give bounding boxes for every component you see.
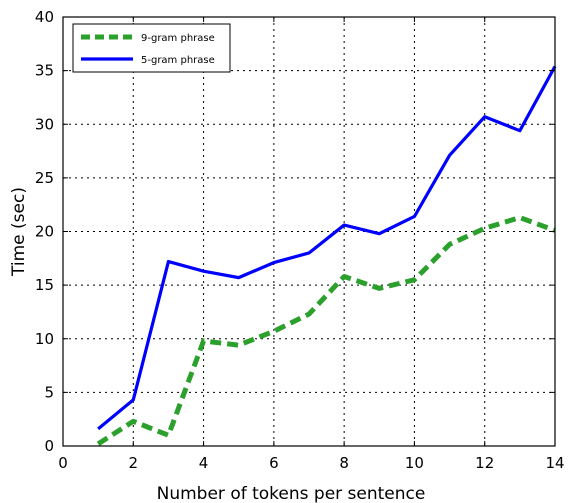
legend-label-5-gram: 5-gram phrase [141,55,215,66]
y-tick-label: 5 [44,383,54,401]
x-tick-label: 2 [129,454,139,472]
y-tick-label: 35 [35,62,54,80]
series-lines [96,65,557,446]
y-tick-label: 25 [35,169,54,187]
x-axis-title: Number of tokens per sentence [157,484,426,503]
legend-box [72,23,231,73]
x-tick-label: 0 [58,454,68,472]
y-tick-label: 15 [35,276,54,294]
y-tick-label: 10 [35,330,54,348]
x-tick-label: 14 [545,454,564,472]
y-tick-label: 20 [35,223,54,241]
y-tick-label: 30 [35,115,54,133]
x-tick-label: 12 [475,454,494,472]
series-line-5-gram [97,65,557,431]
axis-ticks: 0 2 4 6 8 10 12 14 0 5 10 15 20 25 30 35 40 [35,8,565,472]
legend-label-9-gram: 9-gram phrase [141,33,215,44]
x-tick-label: 4 [199,454,209,472]
grid [63,17,555,446]
y-tick-label: 0 [44,437,54,455]
legend: 9-gram phrase 5-gram phrase [72,23,231,73]
series-line-9-gram [96,215,556,446]
y-tick-label: 40 [35,8,54,26]
x-tick-label: 6 [269,454,279,472]
x-tick-label: 10 [405,454,424,472]
x-tick-label: 8 [339,454,349,472]
y-axis-title: Time (sec) [9,187,29,277]
